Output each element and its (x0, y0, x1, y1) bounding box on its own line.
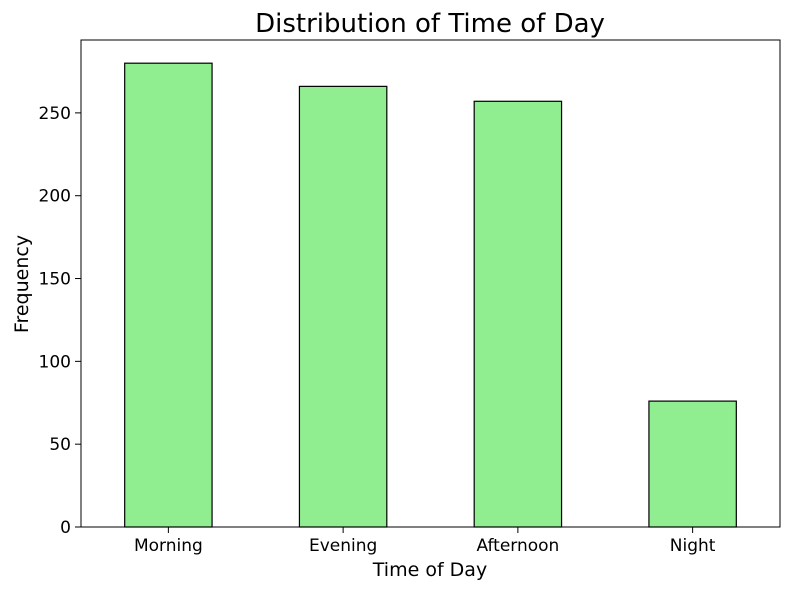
y-tick-label: 100 (39, 352, 71, 372)
plot-area-frame (80, 39, 781, 528)
y-tick-label: 50 (49, 435, 71, 455)
chart-title: Distribution of Time of Day (255, 9, 605, 39)
x-tick-label: Afternoon (476, 536, 559, 556)
x-tick-label: Night (670, 536, 716, 556)
bar-afternoon (473, 100, 563, 528)
y-tick-label: 150 (39, 270, 71, 290)
y-tick-label: 0 (60, 518, 71, 538)
y-tick-label: 200 (39, 187, 71, 207)
y-axis-label: Frequency (11, 235, 33, 333)
y-axis-ticks: 0 50 100 150 200 250 (39, 104, 81, 538)
x-axis-label: Time of Day (372, 559, 487, 581)
bar-morning (124, 62, 213, 528)
x-axis-ticks: Morning Evening Afternoon Night (134, 527, 716, 556)
x-tick-label: Evening (309, 536, 377, 556)
bar-night (648, 400, 737, 528)
bars-group (124, 62, 737, 528)
y-tick-label: 250 (39, 104, 71, 124)
x-tick-label: Morning (134, 536, 203, 556)
bar-evening (298, 85, 388, 528)
